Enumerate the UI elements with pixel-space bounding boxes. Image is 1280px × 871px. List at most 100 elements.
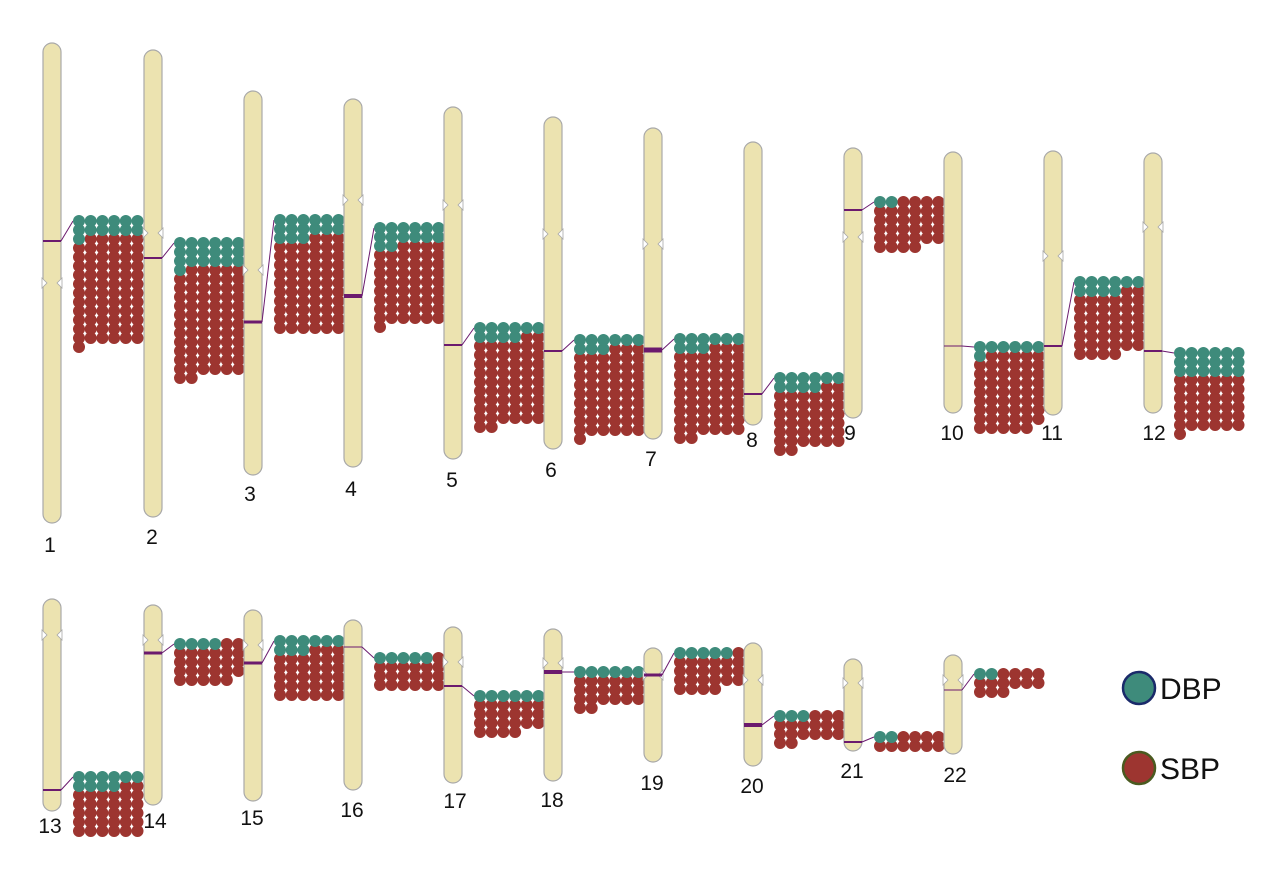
sbp-dot [597, 424, 610, 436]
sbp-dot [73, 314, 85, 326]
sbp-dot [732, 674, 745, 686]
sbp-dot [309, 653, 322, 665]
sbp-dot [685, 423, 698, 435]
sbp-dot [1220, 374, 1233, 386]
dbp-dot [585, 343, 598, 355]
sbp-dot [809, 390, 822, 402]
centromere-notch [157, 634, 164, 646]
chromosome-19: 19 [640, 647, 745, 795]
sbp-dot [1009, 413, 1022, 425]
sbp-dot [1009, 386, 1022, 398]
sbp-dot [932, 740, 945, 752]
sbp-dot [520, 349, 533, 361]
dbp-dot [409, 231, 422, 243]
sbp-dot [809, 399, 822, 411]
sbp-dot [597, 379, 610, 391]
dbp-dot [1232, 347, 1245, 359]
sbp-dot [174, 282, 186, 294]
dbp-dot [197, 237, 210, 249]
sbp-dot [119, 251, 132, 263]
sbp-dot [685, 405, 698, 417]
sbp-dot [96, 233, 109, 245]
sbp-dot [509, 726, 522, 738]
locus-connector [761, 377, 775, 395]
dbp-dot [485, 322, 498, 334]
sbp-dot [720, 369, 733, 381]
dbp-dot [597, 343, 610, 355]
sbp-dot [119, 278, 132, 290]
sbp-dot [185, 665, 198, 677]
sbp-dot [609, 675, 622, 687]
sbp-dot [409, 258, 422, 270]
sbp-dot [119, 816, 132, 828]
sbp-dot [809, 710, 822, 722]
dbp-dot [1185, 356, 1198, 368]
sbp-dot [108, 323, 121, 335]
sbp-dot [732, 656, 745, 668]
sbp-dot [84, 807, 97, 819]
sbp-dot [709, 674, 722, 686]
sbp-dot [597, 352, 610, 364]
sbp-dot [709, 360, 722, 372]
dbp-dot [409, 652, 422, 664]
sbp-dot [131, 780, 144, 792]
centromere-notch [1042, 250, 1049, 262]
sbp-dot [497, 394, 510, 406]
sbp-dot [520, 367, 533, 379]
sbp-dot [585, 702, 598, 714]
chromosome-label: 20 [740, 775, 763, 798]
sbp-dot [732, 342, 745, 354]
sbp-dot [274, 286, 286, 298]
sbp-dot [420, 303, 433, 315]
sbp-dot [209, 273, 222, 285]
sbp-dot [409, 276, 422, 288]
sbp-dot [131, 269, 144, 281]
sbp-dot [332, 250, 345, 262]
sbp-dot [997, 395, 1010, 407]
centromere-notch [442, 656, 449, 668]
sbp-dot [985, 395, 998, 407]
sbp-dot [685, 665, 698, 677]
sbp-dot [1185, 410, 1198, 422]
chromosome-1: 1 [41, 42, 144, 557]
sbp-dot [720, 342, 733, 354]
sbp-dot [197, 327, 210, 339]
sbp-dot [774, 444, 786, 456]
centromere-notch [41, 629, 48, 641]
sbp-dot [809, 728, 822, 740]
dbp-dot [274, 232, 286, 244]
locus-marker [744, 723, 762, 727]
sbp-dot [96, 798, 109, 810]
centromere-notch [41, 277, 48, 289]
sbp-dot [84, 798, 97, 810]
dbp-dot [1209, 365, 1222, 377]
sbp-dot [574, 702, 586, 714]
dbp-dot [709, 647, 722, 659]
sbp-dot [131, 260, 144, 272]
sbp-dot [674, 665, 686, 677]
dbp-dot [997, 341, 1010, 353]
dbp-dot [96, 771, 109, 783]
sbp-dot [1074, 312, 1086, 324]
sbp-dot [720, 360, 733, 372]
sbp-dot [720, 387, 733, 399]
sbp-dot [532, 331, 545, 343]
sbp-dot [932, 232, 945, 244]
sbp-dot [297, 680, 310, 692]
sbp-dot [520, 331, 533, 343]
sbp-dot [1220, 410, 1233, 422]
sbp-dot [1032, 368, 1045, 380]
dbp-dot [309, 223, 322, 235]
sbp-dot [632, 675, 645, 687]
dbp-dot [874, 731, 886, 743]
dbp-dot [84, 780, 97, 792]
sbp-dot [974, 359, 986, 371]
sbp-dot [785, 417, 798, 429]
sbp-dot [774, 728, 786, 740]
sbp-dot [732, 396, 745, 408]
sbp-dot [1020, 386, 1033, 398]
dbp-dot [785, 372, 798, 384]
dbp-dot [174, 638, 186, 650]
sbp-dot [920, 205, 933, 217]
sbp-dot [1120, 330, 1133, 342]
